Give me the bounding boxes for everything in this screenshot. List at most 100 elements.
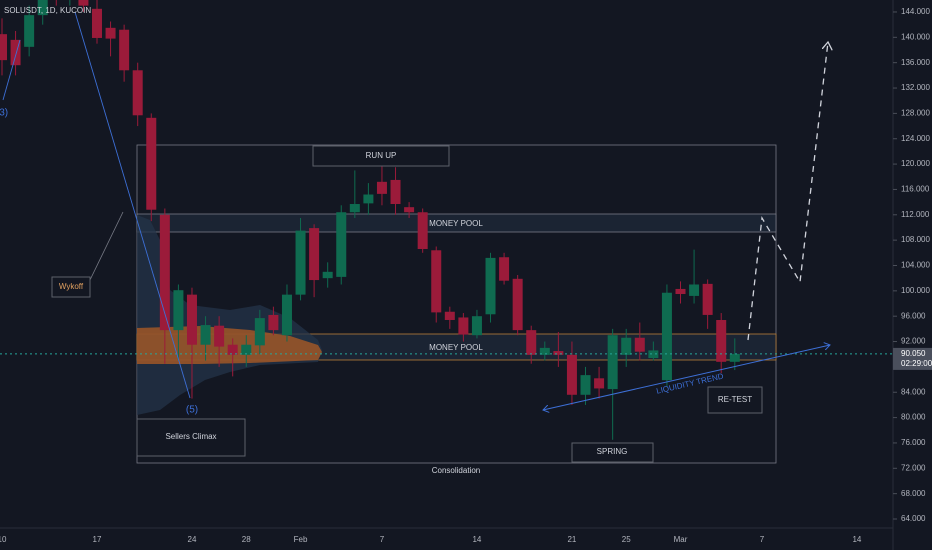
x-tick-label: 14 — [852, 535, 861, 544]
annotation-box — [136, 418, 246, 457]
candle-body — [675, 288, 686, 295]
candle-body — [295, 230, 306, 295]
x-tick-label: 10 — [0, 535, 7, 544]
candle-body — [716, 319, 727, 362]
candle-body — [132, 70, 143, 116]
y-tick-label: 100.000 — [901, 286, 930, 295]
annotations: (5) (3) LIQUIDITY TREND RUN UP MONEY POO… — [0, 11, 830, 475]
y-tick-label: 80.000 — [901, 413, 926, 422]
x-tick-label: 14 — [472, 535, 481, 544]
annotation-box — [51, 276, 91, 298]
candles — [0, 0, 893, 440]
x-tick-label: 17 — [93, 535, 102, 544]
candle-body — [78, 0, 89, 6]
candle-body — [458, 317, 469, 335]
y-tick-label: 132.000 — [901, 83, 930, 92]
annotation-label: RE-TEST — [718, 395, 752, 404]
annotation-label: RUN UP — [366, 151, 397, 160]
liquidity-trend-line — [543, 345, 830, 410]
candle-body — [119, 29, 130, 71]
wave-label: (3) — [0, 108, 8, 119]
candle-body — [24, 15, 35, 47]
y-tick-label: 84.000 — [901, 387, 926, 396]
annotation-label: Sellers Climax — [165, 432, 216, 441]
y-tick-label: 128.000 — [901, 108, 930, 117]
candle-body — [146, 117, 157, 210]
annotation-label: Consolidation — [432, 466, 480, 475]
annotation-label: MONEY POOL — [429, 219, 483, 228]
candle-body — [594, 378, 605, 389]
candle-body — [689, 284, 700, 296]
y-tick-label: 136.000 — [901, 58, 930, 67]
candle-body — [10, 39, 21, 66]
candle-body — [607, 335, 618, 390]
candle-body — [173, 290, 184, 331]
candle-body — [634, 337, 645, 352]
candle-body — [105, 27, 116, 39]
candle-body — [200, 325, 211, 345]
candle-body — [580, 375, 591, 395]
y-tick-label: 140.000 — [901, 32, 930, 41]
candle-body — [37, 0, 48, 16]
x-tick-label: 24 — [188, 535, 197, 544]
candle-body — [186, 294, 197, 345]
y-tick-label: 124.000 — [901, 134, 930, 143]
y-axis: 64.00068.00072.00076.00080.00084.00088.0… — [0, 7, 930, 544]
candle-body — [471, 316, 482, 336]
last-price-tag — [893, 347, 932, 370]
candle-body — [241, 344, 252, 355]
x-tick-label: 25 — [622, 535, 631, 544]
x-tick-label: 7 — [760, 535, 765, 544]
candle-body — [566, 354, 577, 395]
y-tick-label: 104.000 — [901, 261, 930, 270]
candle-body — [0, 34, 7, 61]
candle-body — [336, 212, 347, 277]
volume-profile — [137, 215, 322, 415]
candle-body — [499, 257, 510, 281]
x-tick-label: 7 — [380, 535, 385, 544]
annotation-box — [312, 145, 450, 167]
wave-line — [2, 39, 21, 101]
candle-body — [661, 292, 672, 381]
candle-body — [322, 271, 333, 279]
annotation-label: Wykoff — [59, 282, 84, 291]
y-tick-label: 64.000 — [901, 514, 926, 523]
countdown-label: 02:29:00 — [901, 359, 932, 368]
candle-body — [91, 8, 102, 38]
candle-body — [621, 337, 632, 355]
candle-body — [404, 207, 415, 213]
candle-body — [363, 194, 374, 204]
x-tick-label: 28 — [242, 535, 251, 544]
y-tick-label: 68.000 — [901, 489, 926, 498]
y-tick-label: 96.000 — [901, 311, 926, 320]
chart-title: SOLUSDT, 1D, KUCOIN — [4, 6, 91, 15]
y-tick-label: 72.000 — [901, 463, 926, 472]
candle-body — [349, 204, 360, 213]
candle-body — [526, 330, 537, 355]
candle-body — [485, 257, 496, 315]
y-tick-label: 116.000 — [901, 185, 930, 194]
y-tick-label: 76.000 — [901, 438, 926, 447]
candle-body — [159, 214, 170, 331]
candle-body — [702, 283, 713, 315]
candle-body — [281, 294, 292, 336]
wave-label: (5) — [186, 405, 198, 416]
annotation-box — [571, 442, 654, 463]
candle-body — [214, 325, 225, 347]
annotation-label: SPRING — [597, 447, 628, 456]
y-tick-label: 120.000 — [901, 159, 930, 168]
y-tick-label: 144.000 — [901, 7, 930, 16]
y-tick-label: 108.000 — [901, 235, 930, 244]
annotation-label: MONEY POOL — [429, 343, 483, 352]
last-price-label: 90.050 — [901, 349, 926, 358]
candle-body — [309, 228, 320, 281]
candle-body — [254, 318, 265, 346]
x-tick-label: Mar — [674, 535, 688, 544]
candle-body — [268, 314, 279, 331]
y-tick-label: 92.000 — [901, 337, 926, 346]
annotation-box — [707, 386, 763, 414]
y-tick-label: 112.000 — [901, 210, 930, 219]
x-tick-label: 21 — [567, 535, 576, 544]
